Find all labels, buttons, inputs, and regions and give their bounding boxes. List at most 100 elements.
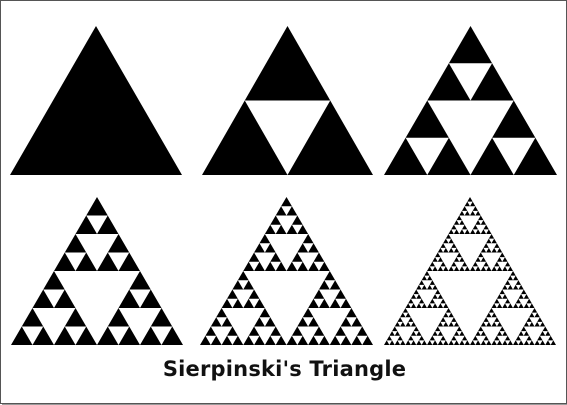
- sierpinski-hole: [221, 308, 265, 345]
- sierpinski-hole: [64, 326, 87, 345]
- sierpinski-hole: [483, 340, 489, 345]
- sierpinski-hole: [243, 271, 330, 345]
- sierpinski-hole: [429, 303, 436, 308]
- sierpinski-hole: [518, 335, 530, 345]
- sierpinski-hole: [456, 220, 462, 225]
- sierpinski-hole: [418, 303, 425, 308]
- sierpinski-hole: [129, 289, 151, 308]
- sierpinski-hole: [440, 247, 446, 253]
- sierpinski-hole: [418, 284, 425, 290]
- sierpinski-hole: [270, 261, 282, 271]
- sierpinski-hole: [232, 289, 255, 308]
- sierpinski-hole: [435, 257, 441, 262]
- sierpinski-hole: [453, 335, 465, 345]
- sierpinski-hole: [356, 335, 368, 345]
- sierpinski-hole: [502, 289, 524, 308]
- sierpinski-hole: [205, 335, 217, 345]
- sierpinski-hole: [445, 238, 452, 244]
- sierpinski-hole: [478, 331, 484, 336]
- sierpinski-hole: [408, 340, 414, 345]
- sierpinski-hole: [510, 275, 516, 281]
- sierpinski-hole: [405, 137, 449, 175]
- sierpinski-hole: [448, 63, 493, 101]
- sierpinski-hole: [248, 335, 260, 345]
- sierpinski-hole: [440, 266, 446, 271]
- sierpinski-hole: [43, 289, 65, 308]
- sierpinski-hole: [486, 243, 497, 253]
- sierpinski-hole: [413, 331, 419, 336]
- sierpinski-hole: [435, 331, 441, 336]
- sierpinski-hole: [429, 340, 436, 345]
- sierpinski-hole: [313, 335, 325, 345]
- sierpinski-hole: [389, 335, 401, 345]
- sierpinski-hole: [400, 317, 411, 327]
- sierpinski-hole: [437, 252, 460, 271]
- sierpinski-hole: [483, 266, 489, 271]
- sierpinski-hole: [486, 317, 497, 327]
- sierpinski-hole: [440, 303, 446, 308]
- sierpinski-hole: [521, 294, 527, 299]
- sierpinski-hole: [478, 257, 484, 262]
- sierpinski-hole: [451, 229, 457, 234]
- sierpinski-hole: [472, 266, 479, 271]
- sierpinski-hole: [521, 331, 527, 336]
- sierpinski-hole: [480, 252, 503, 271]
- sierpinski-hole: [496, 335, 508, 345]
- sierpinski-hole: [275, 215, 298, 234]
- sierpinski-hole: [494, 303, 500, 308]
- sierpinski-hole: [64, 252, 87, 271]
- sierpinski-hole: [518, 298, 530, 308]
- sierpinski-hole: [453, 224, 465, 234]
- sierpinski-hole: [248, 261, 260, 271]
- sierpinski-hole: [526, 340, 532, 345]
- sierpinski-hole: [515, 303, 522, 308]
- sierpinski-hole: [297, 326, 319, 345]
- sierpinski-hole: [494, 266, 500, 271]
- sierpinski-hole: [461, 266, 468, 271]
- sierpinski-hole: [461, 340, 468, 345]
- sierpinski-hole: [410, 335, 422, 345]
- sierpinski-level-5: [384, 197, 556, 345]
- sierpinski-hole: [416, 289, 438, 308]
- sierpinski-hole: [413, 294, 419, 299]
- sierpinski-hole: [445, 312, 452, 318]
- sierpinski-hole: [547, 340, 554, 345]
- sierpinski-hole: [410, 298, 422, 308]
- sierpinski-hole: [483, 321, 489, 327]
- sierpinski-level-0: [10, 26, 182, 175]
- sierpinski-hole: [494, 247, 500, 253]
- sierpinski-hole: [478, 220, 484, 225]
- sierpinski-hole: [488, 238, 495, 244]
- sierpinski-hole: [480, 326, 503, 345]
- sierpinski-hole: [394, 326, 417, 345]
- sierpinski-hole: [475, 335, 487, 345]
- sierpinski-hole: [432, 335, 444, 345]
- sierpinski-hole: [472, 229, 479, 234]
- sierpinski-hole: [270, 335, 282, 345]
- sierpinski-hole: [456, 331, 462, 336]
- sierpinski-hole: [118, 308, 162, 345]
- sierpinski-hole: [335, 298, 346, 308]
- sierpinski-hole: [440, 321, 446, 327]
- sierpinski-hole: [531, 312, 538, 318]
- sierpinski-hole: [459, 215, 481, 234]
- sierpinski-hole: [494, 340, 500, 345]
- sierpinski-hole: [248, 298, 260, 308]
- sierpinski-hole: [496, 261, 508, 271]
- sierpinski-hole: [427, 100, 514, 175]
- sierpinski-hole: [216, 317, 228, 327]
- sierpinski-hole: [297, 252, 319, 271]
- sierpinski-hole: [335, 335, 346, 345]
- sierpinski-hole: [397, 340, 403, 345]
- sierpinski-level-4: [200, 197, 373, 345]
- sierpinski-hole: [291, 224, 303, 234]
- sierpinski-hole: [427, 271, 513, 345]
- sierpinski-hole: [86, 215, 108, 234]
- sierpinski-level-2: [384, 26, 557, 175]
- sierpinski-hole: [281, 206, 292, 216]
- sierpinski-hole: [496, 298, 508, 308]
- sierpinski-hole: [435, 294, 441, 299]
- sierpinski-hole: [539, 335, 551, 345]
- sierpinski-hole: [499, 257, 505, 262]
